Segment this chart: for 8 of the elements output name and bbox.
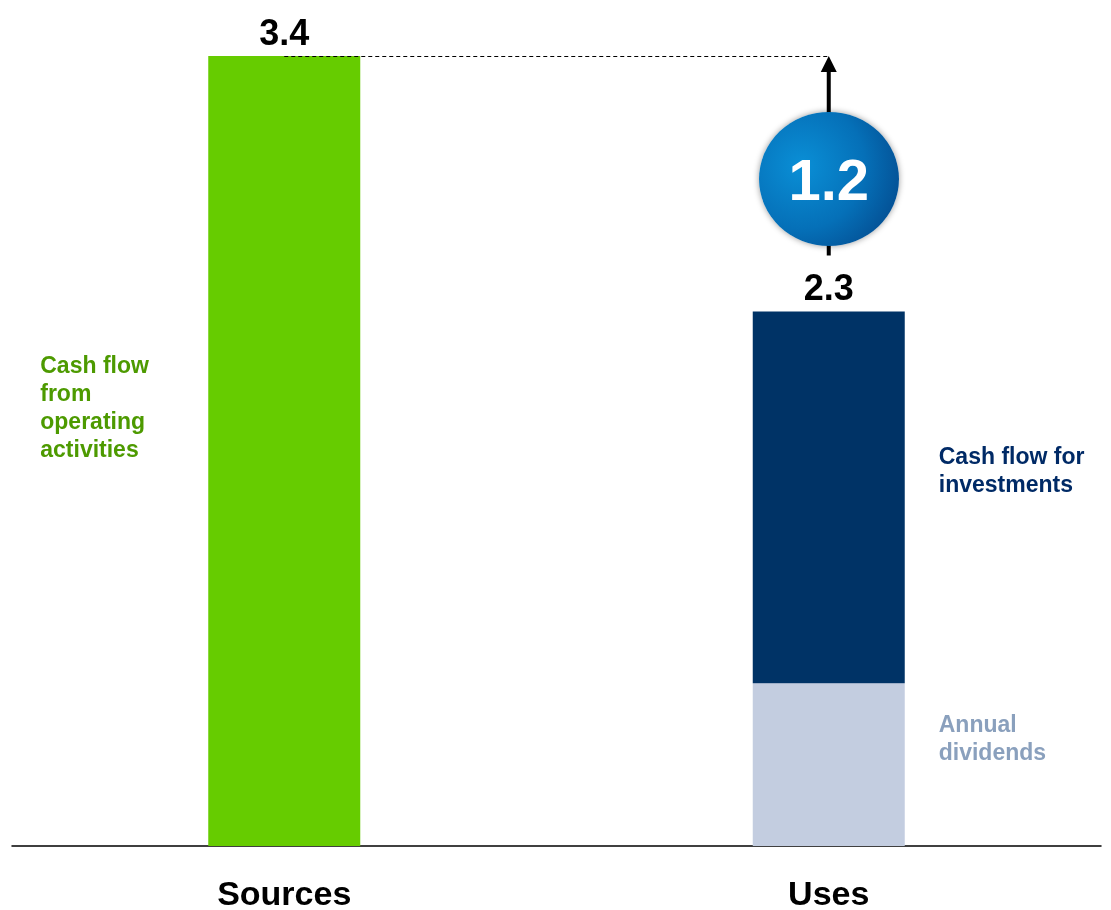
x-tick-label: Sources (217, 874, 352, 910)
total-label: 2.3 (803, 267, 854, 309)
series-label: Annual dividends (938, 710, 1047, 765)
x-tick-label: Uses (788, 874, 870, 910)
annotation: 1.2 (758, 112, 899, 247)
series-label: Cash flow for investments (938, 443, 1091, 498)
data-label: 3.4 (259, 11, 310, 53)
text: Cash flow from operating activities (40, 352, 156, 462)
